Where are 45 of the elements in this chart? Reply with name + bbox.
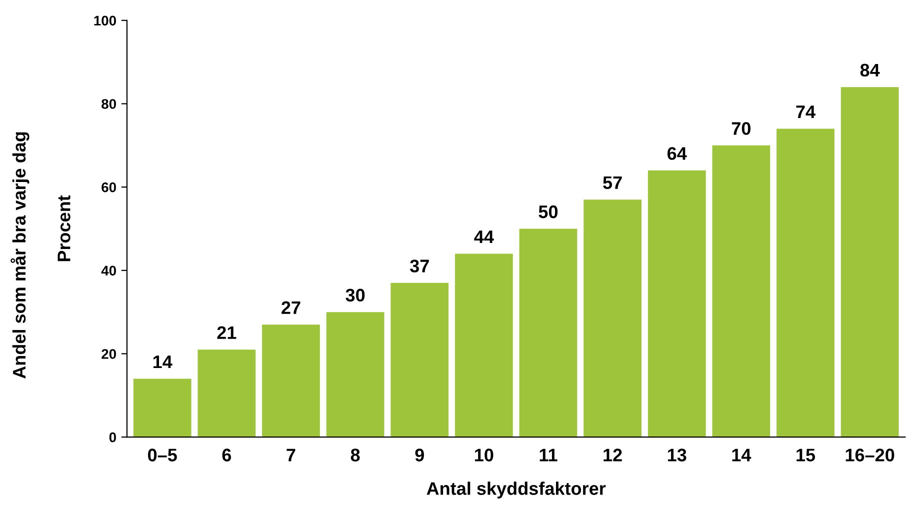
y-tick-label: 40 (101, 266, 116, 276)
data-label: 64 (667, 147, 687, 160)
x-axis-title: Antal skyddsfaktorer (426, 482, 606, 499)
y-axis-title: Procent (58, 195, 70, 262)
y-tick-label: 0 (109, 432, 116, 442)
data-label: 74 (796, 106, 816, 118)
x-tick-label: 8 (350, 448, 360, 462)
x-tick-label: 7 (286, 448, 296, 462)
x-tick-label: 12 (604, 448, 622, 462)
y-tick-label: 60 (102, 182, 116, 192)
x-tick-label: 13 (668, 448, 686, 462)
data-label: 14 (153, 356, 172, 368)
bar (262, 324, 320, 438)
data-label: 27 (282, 301, 300, 314)
bar (840, 87, 899, 438)
data-label: 44 (474, 230, 494, 244)
y-tick-label: 100 (94, 16, 116, 26)
x-tick-label: 11 (540, 448, 558, 462)
x-tick-label: 9 (415, 448, 424, 462)
bar (776, 128, 834, 438)
bar (584, 200, 642, 438)
bar (454, 254, 513, 438)
x-tick-label: 10 (475, 448, 494, 462)
bar (390, 282, 449, 438)
y-tick-label: 20 (102, 349, 116, 359)
bar (519, 228, 578, 438)
x-tick-label: 15 (796, 448, 816, 462)
x-tick-label: 0–5 (148, 448, 177, 462)
y-tick-label: 80 (102, 99, 116, 109)
data-label: 57 (603, 176, 622, 190)
bar (648, 170, 706, 438)
data-label: 30 (346, 288, 365, 302)
text: Andel som mår bra varje dag (10, 132, 30, 378)
data-label: 84 (860, 64, 880, 77)
data-label: 50 (538, 205, 558, 218)
data-label: 70 (732, 122, 750, 135)
bar (712, 145, 770, 438)
data-label: 37 (410, 260, 429, 272)
x-tick-label: 16–20 (846, 448, 894, 462)
bar (133, 378, 192, 438)
x-tick-label: 14 (732, 448, 752, 462)
bar (326, 312, 384, 438)
bar (198, 350, 256, 438)
data-label: 21 (217, 326, 236, 339)
x-tick-label: 6 (222, 448, 232, 462)
